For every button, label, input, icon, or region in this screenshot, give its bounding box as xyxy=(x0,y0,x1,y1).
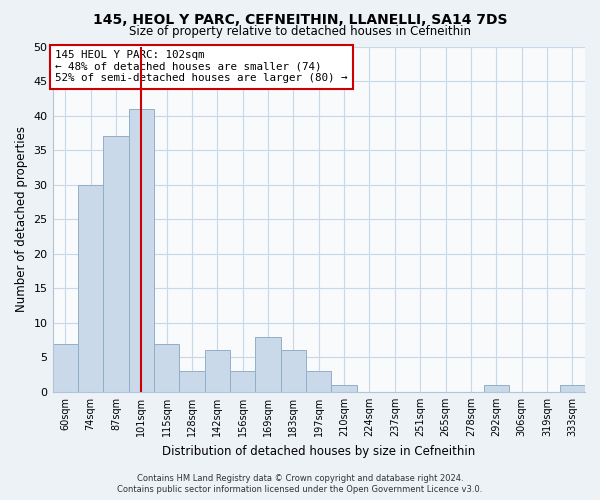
Bar xyxy=(230,371,256,392)
Bar xyxy=(103,136,128,392)
Text: Size of property relative to detached houses in Cefneithin: Size of property relative to detached ho… xyxy=(129,24,471,38)
Bar xyxy=(560,385,585,392)
X-axis label: Distribution of detached houses by size in Cefneithin: Distribution of detached houses by size … xyxy=(162,444,475,458)
Bar xyxy=(281,350,306,392)
Bar xyxy=(205,350,230,392)
Y-axis label: Number of detached properties: Number of detached properties xyxy=(15,126,28,312)
Bar xyxy=(484,385,509,392)
Bar xyxy=(78,184,103,392)
Text: 145, HEOL Y PARC, CEFNEITHIN, LLANELLI, SA14 7DS: 145, HEOL Y PARC, CEFNEITHIN, LLANELLI, … xyxy=(93,12,507,26)
Bar xyxy=(53,344,78,392)
Bar xyxy=(128,108,154,392)
Bar xyxy=(306,371,331,392)
Bar xyxy=(179,371,205,392)
Text: 145 HEOL Y PARC: 102sqm
← 48% of detached houses are smaller (74)
52% of semi-de: 145 HEOL Y PARC: 102sqm ← 48% of detache… xyxy=(55,50,347,83)
Bar xyxy=(154,344,179,392)
Bar xyxy=(256,336,281,392)
Bar xyxy=(331,385,357,392)
Text: Contains HM Land Registry data © Crown copyright and database right 2024.
Contai: Contains HM Land Registry data © Crown c… xyxy=(118,474,482,494)
